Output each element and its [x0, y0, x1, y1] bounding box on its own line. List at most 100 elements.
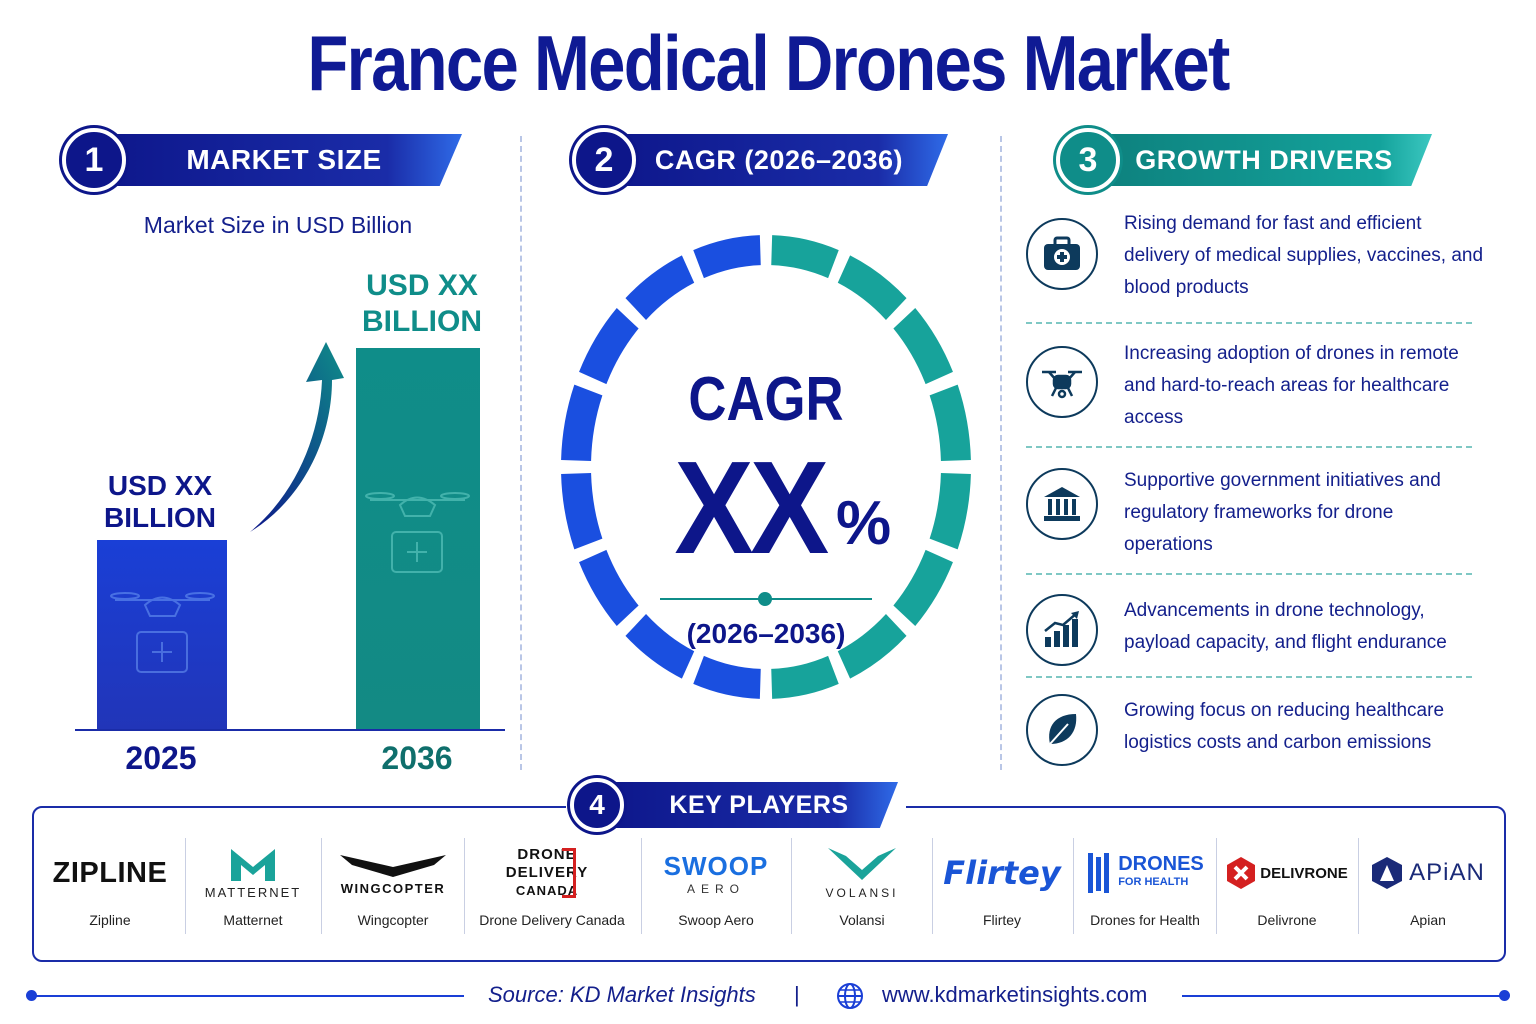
player-name: Volansi	[839, 912, 885, 928]
cagr-unit: %	[836, 489, 892, 558]
growth-drivers-label: GROWTH DRIVERS	[1135, 144, 1393, 175]
growth-chart-icon	[1026, 594, 1098, 666]
driver-text: Increasing adoption of drones in remote …	[1124, 343, 1459, 428]
ddc-logo-line: DELIVERY	[505, 864, 589, 881]
player-drones-for-health: DRONES FOR HEALTH Drones for Health	[1078, 842, 1212, 928]
player-matternet: MATTERNET Matternet	[190, 842, 316, 928]
market-size-chart	[75, 342, 505, 731]
player-name: Swoop Aero	[678, 912, 754, 928]
ring-segment	[693, 655, 761, 699]
dfh-logo-line: FOR HEALTH	[1118, 876, 1189, 888]
cagr-title: CAGR	[688, 365, 844, 434]
matternet-mark-icon	[230, 848, 275, 881]
driver-text: Growing focus on reducing healthcare log…	[1124, 700, 1445, 753]
key-players-label: KEY PLAYERS	[669, 790, 849, 819]
swoop-logo-sub: AERO	[686, 881, 745, 896]
cagr-value: XX	[674, 434, 829, 581]
player-name: Drones for Health	[1090, 912, 1200, 928]
player-name: Delivrone	[1257, 912, 1317, 928]
player-name: Zipline	[89, 912, 131, 928]
player-apian: APiAN Apian	[1362, 842, 1494, 928]
column-divider	[520, 136, 522, 770]
footer-line	[1182, 995, 1504, 997]
bar-2036	[356, 348, 480, 730]
ring-segment	[579, 307, 639, 385]
delivrone-logo: DELIVRONE	[1260, 864, 1348, 882]
ring-segment	[929, 384, 971, 461]
website-link[interactable]: www.kdmarketinsights.com	[882, 982, 1148, 1007]
ring-segment	[693, 235, 761, 279]
matternet-logo: MATTERNET	[204, 884, 302, 900]
ring-segment	[561, 473, 603, 550]
drone-icon	[365, 492, 470, 573]
ring-segment	[625, 614, 695, 679]
bar-2025-value-label: USD XX BILLION	[104, 470, 216, 533]
driver-divider	[1026, 446, 1472, 448]
section-number-badge: 4	[570, 778, 624, 832]
player-volansi: VOLANSI Volansi	[796, 842, 928, 928]
cagr-ring	[561, 235, 971, 699]
player-name: Wingcopter	[357, 912, 429, 928]
driver-text: Supportive government initiatives and re…	[1124, 470, 1441, 555]
ring-segment	[625, 255, 695, 320]
volansi-mark-icon	[828, 848, 896, 880]
x-tick-label-2036: 2036	[381, 740, 453, 776]
section-number-badge: 3	[1056, 128, 1120, 192]
player-name: Drone Delivery Canada	[479, 912, 625, 928]
ring-segment	[893, 307, 953, 385]
government-building-icon	[1026, 468, 1098, 540]
bar-2025	[97, 540, 227, 730]
ring-segment	[837, 614, 907, 679]
ring-segment	[837, 255, 907, 320]
driver-divider	[1026, 676, 1472, 678]
player-flirtey: Flirtey Flirtey	[936, 842, 1068, 928]
cagr-banner: CAGR (2026–2036)	[600, 134, 948, 186]
ddc-logo-line: DRONE	[517, 846, 577, 863]
driver-divider	[1026, 322, 1472, 324]
ring-segment	[929, 473, 971, 550]
wingcopter-logo: WINGCOPTER	[340, 880, 446, 896]
driver-divider	[1026, 573, 1472, 575]
medical-kit-icon	[1026, 218, 1098, 290]
drone-icon	[110, 592, 215, 673]
player-drone-delivery-canada: DRONE DELIVERY CANADA Drone Delivery Can…	[468, 842, 636, 928]
ring-segment	[561, 384, 603, 461]
globe-icon	[837, 983, 863, 1009]
market-size-subtitle: Market Size in USD Billion	[143, 212, 413, 238]
ring-segment	[893, 549, 953, 627]
player-zipline: ZIPLINE Zipline	[40, 842, 180, 929]
player-name: Flirtey	[982, 912, 1022, 928]
player-name: Matternet	[223, 912, 283, 928]
page-title: France Medical Drones Market	[307, 19, 1230, 107]
apian-logo: APiAN	[1409, 859, 1485, 886]
drone-icon	[1026, 346, 1098, 418]
wingcopter-mark-icon	[340, 854, 446, 877]
driver-text: Advancements in drone technology, payloa…	[1124, 600, 1447, 653]
flirtey-logo: Flirtey	[943, 854, 1061, 892]
cagr-label: CAGR (2026–2036)	[654, 144, 904, 175]
growth-drivers-banner: GROWTH DRIVERS	[1086, 134, 1432, 186]
ring-segment	[771, 655, 839, 699]
section-number-badge: 2	[572, 128, 636, 192]
volansi-logo: VOLANSI	[825, 886, 899, 900]
player-swoop-aero: SWOOP AERO Swoop Aero	[646, 842, 786, 929]
ddc-logo-line: CANADA	[515, 883, 579, 898]
dfh-logo-line: DRONES	[1118, 853, 1204, 875]
footer-divider: |	[794, 982, 800, 1007]
driver-text: Rising demand for fast and efficient del…	[1124, 213, 1484, 298]
delivrone-mark-icon	[1227, 857, 1256, 889]
player-wingcopter: WINGCOPTER Wingcopter	[326, 842, 460, 928]
key-players-banner: KEY PLAYERS	[596, 782, 898, 828]
cagr-period: (2026–2036)	[686, 618, 846, 649]
column-divider	[1000, 136, 1002, 770]
market-size-banner: MARKET SIZE	[90, 134, 462, 186]
bar-2036-value-label: USD XX BILLION	[362, 269, 482, 338]
section-number-badge: 1	[62, 128, 126, 192]
zipline-logo: ZIPLINE	[52, 856, 168, 889]
x-tick-label-2025: 2025	[125, 740, 197, 776]
market-size-label: MARKET SIZE	[186, 144, 382, 175]
ring-segment	[579, 549, 639, 627]
growth-arrow-icon	[250, 342, 344, 532]
source-text: Source: KD Market Insights	[488, 982, 756, 1007]
footer-line	[30, 995, 464, 997]
